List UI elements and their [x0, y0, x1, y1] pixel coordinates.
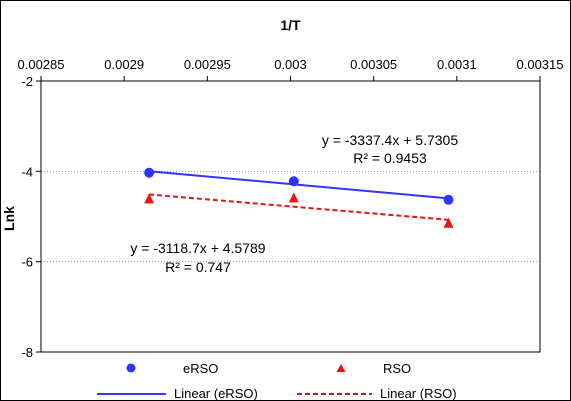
y-tick-label-1: -4: [21, 164, 33, 179]
legend-label-linear-rso: Linear (RSO): [380, 386, 457, 401]
legend-label-linear-ersO: Linear (eRSO): [174, 386, 258, 401]
x-tick-label-6: 0.00315: [517, 57, 564, 72]
legend-label-ersO: eRSO: [183, 361, 218, 376]
x-tick-label-1: 0.0029: [104, 57, 144, 72]
x-tick-label-2: 0.00295: [184, 57, 231, 72]
y-axis-title: Lnk: [1, 206, 17, 231]
y-tick-label-0: -2: [21, 74, 33, 89]
x-tick-label-5: 0.0031: [437, 57, 477, 72]
y-axis-ticks: -2 -4 -6 -8: [21, 74, 41, 360]
point-erso-0: [144, 167, 155, 178]
y-tick-label-3: -8: [21, 345, 33, 360]
trendline-r2-rso: R² = 0.747: [165, 259, 231, 275]
legend-marker-rso: [336, 364, 346, 372]
trendline-r2-ersO: R² = 0.9453: [353, 150, 427, 166]
legend-marker-ersO: [126, 363, 136, 373]
data-markers: [144, 167, 454, 228]
trendlines: [149, 170, 449, 221]
x-tick-label-3: 0.003: [274, 57, 307, 72]
trendline-erso: [149, 170, 449, 200]
point-rso-0: [144, 193, 155, 204]
point-rso-1: [288, 192, 299, 203]
point-erso-1: [288, 176, 299, 187]
point-erso-2: [443, 194, 454, 205]
x-tick-label-4: 0.00305: [350, 57, 397, 72]
gridlines: [41, 170, 540, 263]
legend: eRSO RSO Linear (eRSO) Linear (RSO): [97, 361, 457, 401]
legend-label-rso: RSO: [383, 361, 411, 376]
trendline-rso: [149, 193, 449, 221]
y-tick-label-2: -6: [21, 255, 33, 270]
x-axis-ticks: 0.00285 0.0029 0.00295 0.003 0.00305 0.0031 0.…: [18, 57, 564, 81]
x-tick-label-0: 0.00285: [18, 57, 65, 72]
trendline-equation-rso: y = -3118.7x + 4.5789: [130, 240, 265, 256]
trendline-equation-ersO: y = -3337.4x + 5.7305: [322, 132, 458, 148]
point-rso-2: [443, 217, 454, 228]
x-axis-title: 1/T: [280, 17, 301, 33]
